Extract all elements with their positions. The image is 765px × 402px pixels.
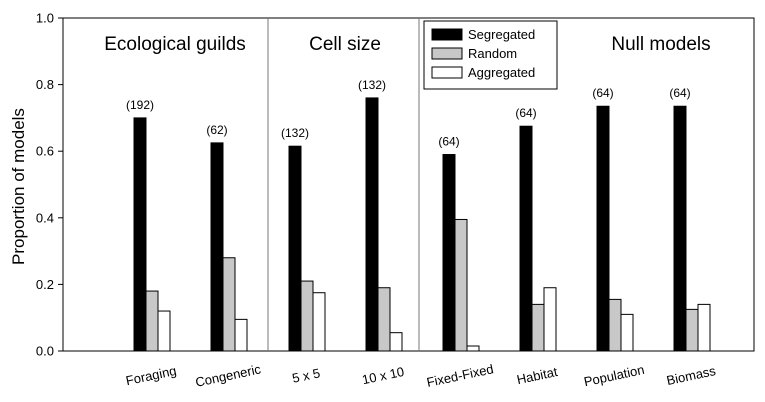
sample-size-label: (62) [206, 123, 227, 137]
sample-size-label: (132) [358, 78, 386, 92]
group-title: Ecological guilds [104, 34, 246, 55]
bar-aggregated-5 [466, 345, 480, 352]
x-tick-label: Congeneric [194, 361, 263, 390]
y-tick-label: 0.4 [36, 210, 54, 225]
bar-segregated-3 [288, 145, 302, 352]
legend-label: Segregated [468, 27, 535, 42]
bar-aggregated-3 [312, 292, 326, 352]
y-tick-label: 0.2 [36, 277, 54, 292]
axes-layer [58, 17, 755, 352]
bar-random-2 [222, 257, 236, 352]
y-axis-label: Proportion of models [9, 108, 28, 265]
bar-random-7 [608, 298, 622, 352]
bar-random-8 [685, 308, 699, 352]
group-title: Cell size [309, 34, 381, 55]
x-tick-label: Fixed-Fixed [425, 361, 495, 390]
bar-random-6 [531, 303, 545, 352]
bar-aggregated-8 [697, 303, 711, 352]
bar-aggregated-7 [620, 313, 634, 352]
bar-random-1 [145, 290, 159, 352]
sample-size-label: (64) [592, 86, 613, 100]
group-title: Null models [611, 34, 710, 55]
x-tick-label: Population [582, 362, 645, 389]
sample-size-label: (64) [515, 106, 536, 120]
y-tick-label: 1.0 [36, 11, 54, 26]
x-tick-label: Biomass [665, 363, 717, 388]
y-tick-label: 0.0 [36, 344, 54, 359]
legend-label: Random [468, 46, 517, 61]
y-tick-label: 0.8 [36, 77, 54, 92]
bar-segregated-4 [365, 97, 379, 352]
bar-aggregated-2 [234, 318, 248, 352]
legend-swatch-segregated [431, 28, 463, 41]
x-tick-label: 10 x 10 [361, 364, 406, 388]
bar-aggregated-1 [157, 310, 171, 352]
bar-segregated-8 [673, 105, 687, 352]
bar-random-5 [454, 218, 468, 352]
legend: Segregated Random Aggregated [423, 20, 558, 90]
bar-aggregated-6 [543, 287, 557, 352]
sample-size-label: (132) [281, 126, 309, 140]
x-tick-label: Habitat [515, 364, 559, 387]
bar-segregated-2 [210, 142, 224, 352]
bar-segregated-5 [442, 154, 456, 352]
sample-size-label: (64) [438, 135, 459, 149]
legend-swatch-aggregated [431, 66, 463, 79]
y-tick-label: 0.6 [36, 144, 54, 159]
x-tick-label: Foraging [124, 363, 177, 388]
bar-random-3 [300, 280, 314, 352]
legend-label: Aggregated [468, 65, 535, 80]
bar-aggregated-4 [389, 332, 403, 352]
bar-random-4 [377, 287, 391, 352]
bar-segregated-7 [596, 105, 610, 352]
bar-segregated-1 [133, 117, 147, 352]
sample-size-label: (192) [126, 98, 154, 112]
legend-swatch-random [431, 47, 463, 60]
sample-size-label: (64) [669, 86, 690, 100]
bar-segregated-6 [519, 125, 533, 352]
x-tick-label: 5 x 5 [291, 365, 322, 386]
plot-frame [62, 17, 755, 352]
